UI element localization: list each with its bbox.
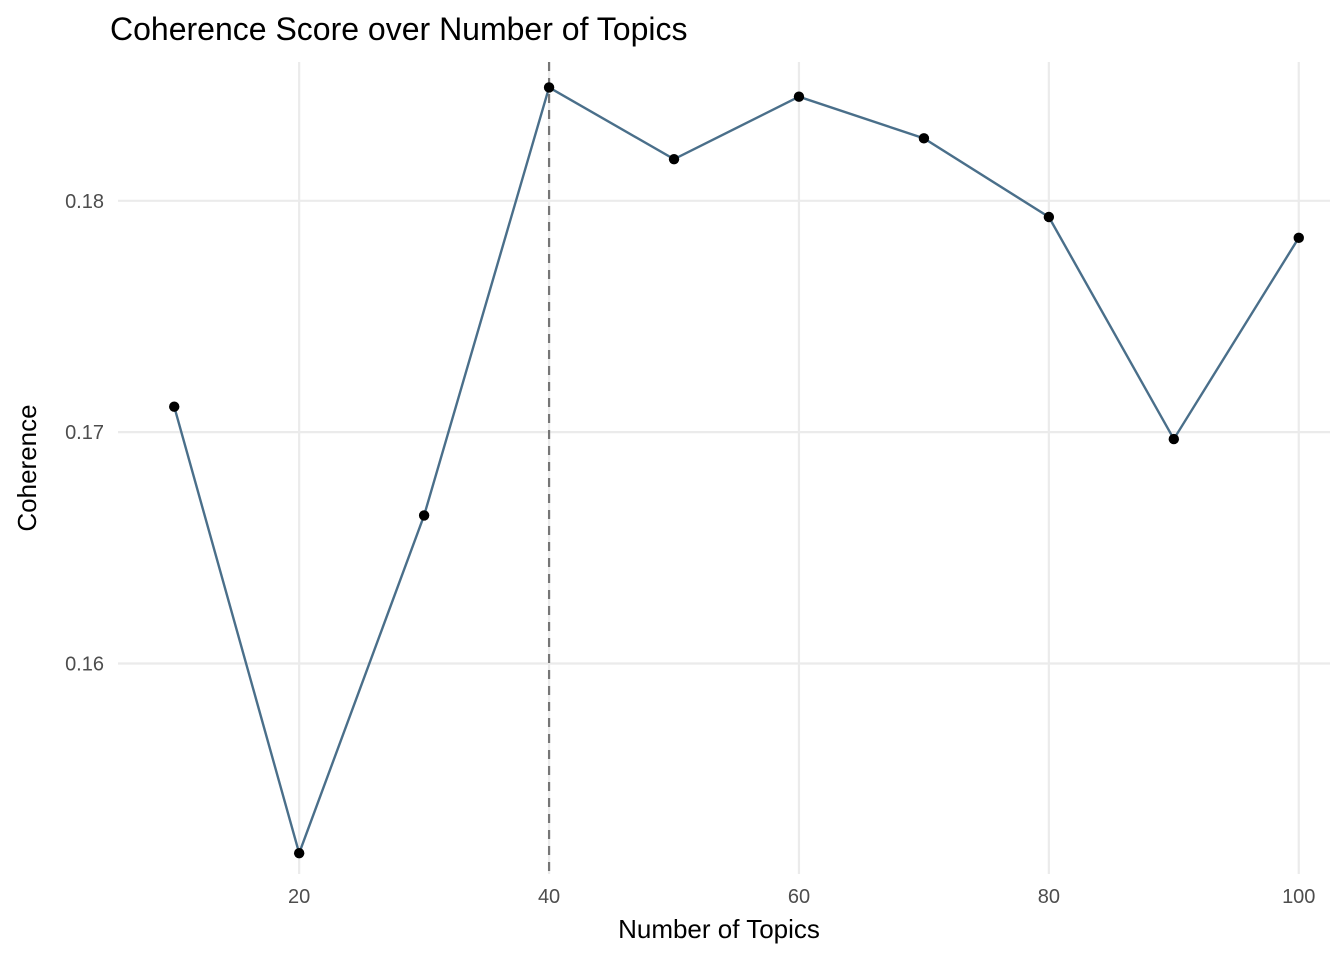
chart-title: Coherence Score over Number of Topics	[110, 11, 687, 47]
y-gridlines	[118, 199, 1330, 665]
data-point-90	[1168, 433, 1180, 445]
series-line	[173, 85, 1300, 858]
y-axis-title: Coherence	[12, 404, 42, 531]
data-point-100	[1293, 232, 1304, 244]
x-tick-label: 60	[788, 886, 810, 908]
y-tick-label: 0.18	[65, 191, 104, 213]
x-axis-title: Number of Topics	[618, 914, 820, 944]
plot-panel	[118, 62, 1330, 874]
x-axis-tick-labels: 20 40 60 80 100	[288, 886, 1315, 908]
x-tick-label: 80	[1038, 886, 1060, 908]
y-tick-label: 0.17	[65, 422, 104, 444]
data-point-10	[169, 401, 180, 412]
x-tick-label: 40	[538, 886, 560, 908]
data-point-40	[543, 82, 555, 93]
data-point-60	[793, 91, 805, 102]
x-tick-label: 100	[1282, 886, 1315, 908]
y-tick-label: 0.16	[65, 653, 104, 675]
x-tick-label: 20	[288, 886, 310, 908]
data-point-80	[1043, 211, 1055, 223]
data-points	[169, 82, 1304, 859]
data-point-20	[293, 847, 305, 859]
data-point-70	[918, 133, 930, 144]
y-axis-tick-labels: 0.16 0.17 0.18	[65, 191, 104, 676]
data-point-30	[418, 510, 430, 521]
data-point-50	[668, 153, 680, 165]
x-gridlines	[298, 62, 1300, 874]
